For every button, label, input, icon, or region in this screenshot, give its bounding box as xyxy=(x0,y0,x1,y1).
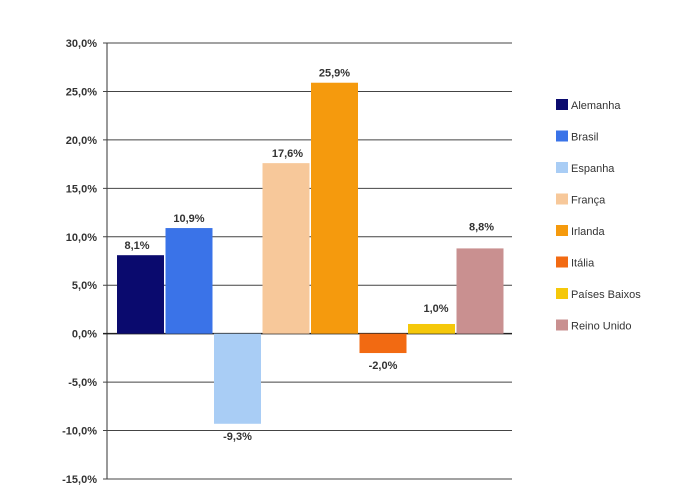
data-label: 25,9% xyxy=(319,68,350,80)
legend-swatch xyxy=(556,256,568,268)
legend-label: França xyxy=(571,195,606,207)
data-label: 8,1% xyxy=(124,240,149,252)
y-tick-label: -10,0% xyxy=(62,426,97,438)
bars xyxy=(117,82,504,424)
y-tick-label: 20,0% xyxy=(66,135,97,147)
y-tick-label: 10,0% xyxy=(66,232,97,244)
y-axis-ticks: 30,0% 25,0% 20,0% 15,0% 10,0% 5,0% 0,0% -5,0% -1… xyxy=(62,38,97,486)
legend: Alemanha Brasil Espanha França Irlanda Itália… xyxy=(556,99,641,333)
bar xyxy=(214,333,261,424)
data-label: 10,9% xyxy=(173,213,204,225)
bar xyxy=(359,333,407,354)
bar xyxy=(165,228,213,334)
legend-label: Reino Unido xyxy=(571,321,632,333)
data-labels: 8,1% 10,9% -9,3% 17,6% 25,9% -2,0% 1,0% 8,8% xyxy=(124,68,494,443)
legend-swatch xyxy=(556,193,568,205)
y-tick-label: 30,0% xyxy=(66,38,97,50)
y-tick-label: 15,0% xyxy=(66,183,97,195)
legend-label: Irlanda xyxy=(571,226,606,238)
legend-swatch xyxy=(556,225,568,236)
legend-swatch xyxy=(556,288,568,299)
bar xyxy=(408,323,455,334)
legend-label: Itália xyxy=(571,258,595,270)
legend-label: Alemanha xyxy=(571,100,621,112)
legend-label: Brasil xyxy=(571,132,599,144)
y-tick-label: -15,0% xyxy=(62,474,97,486)
legend-label: Países Baixos xyxy=(571,289,641,301)
y-tick-label: -5,0% xyxy=(68,377,97,389)
data-label: 8,8% xyxy=(469,221,494,233)
y-tick-label: 5,0% xyxy=(72,280,97,292)
bar xyxy=(311,82,358,334)
bar xyxy=(117,255,164,334)
y-tick-label: 0,0% xyxy=(72,329,97,341)
bar xyxy=(262,163,310,334)
data-label: 17,6% xyxy=(272,148,303,160)
bar xyxy=(456,248,504,334)
data-label: -9,3% xyxy=(223,431,252,443)
legend-swatch xyxy=(556,130,568,142)
y-tick-label: 25,0% xyxy=(66,86,97,98)
legend-swatch xyxy=(556,319,568,331)
legend-swatch xyxy=(556,99,568,110)
data-label: -2,0% xyxy=(369,360,398,372)
data-label: 1,0% xyxy=(423,303,448,315)
legend-swatch xyxy=(556,162,568,173)
legend-label: Espanha xyxy=(571,163,615,175)
